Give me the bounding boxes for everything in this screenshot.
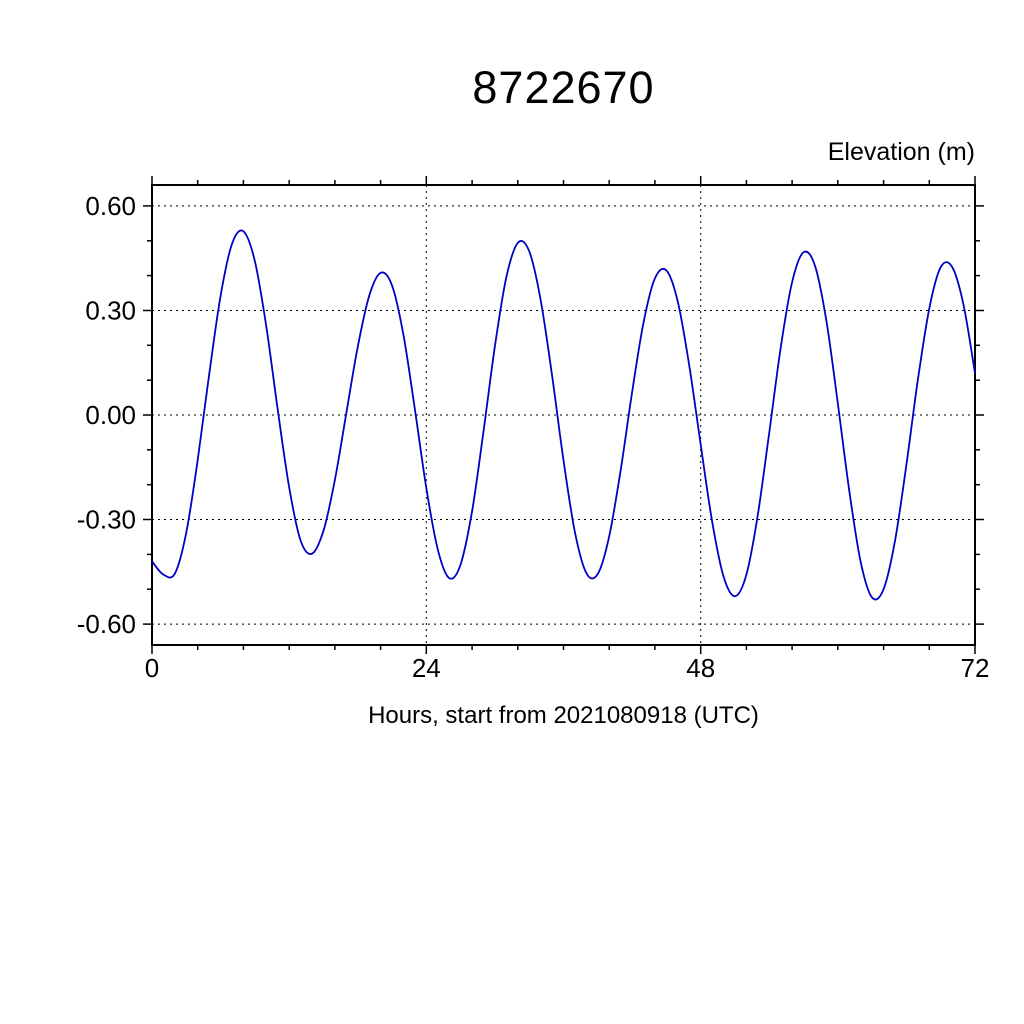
x-axis-title: Hours, start from 2021080918 (UTC) [368, 702, 759, 729]
plot-frame [151, 184, 976, 646]
y-tick-label: 0.60 [85, 191, 136, 221]
x-tick-label: 0 [145, 653, 159, 683]
x-tick-label: 48 [686, 653, 715, 683]
x-tick-label: 72 [961, 653, 990, 683]
chart-title: 8722670 [472, 62, 655, 113]
y-tick-label: -0.60 [77, 609, 136, 639]
x-tick-label: 24 [412, 653, 441, 683]
y-tick-label: 0.00 [85, 400, 136, 430]
tide-curve [151, 229, 976, 601]
y-tick-label: 0.30 [85, 296, 136, 326]
y-tick-label: -0.30 [77, 505, 136, 535]
y-axis-title: Elevation (m) [827, 138, 975, 166]
